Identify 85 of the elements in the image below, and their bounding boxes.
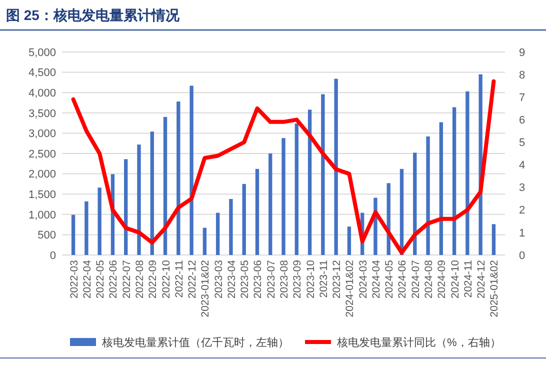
bar: [492, 224, 496, 255]
bar: [426, 136, 430, 255]
y-tick-label: 5,000: [28, 46, 56, 59]
legend-label: 核电发电量累计同比（%，右轴）: [336, 336, 501, 349]
y-tick-label: 2,500: [28, 148, 56, 160]
x-tick-label: 2024-03: [357, 260, 370, 299]
x-tick-label: 2023-05: [239, 260, 252, 299]
x-tick-label: 2024-06: [396, 260, 409, 299]
y-tick-label: 1,000: [28, 209, 56, 222]
y-tick-label: 1,500: [28, 188, 56, 201]
bar: [98, 188, 102, 255]
x-tick-label: 2022-03: [68, 260, 80, 299]
x-tick-label: 2022-07: [120, 260, 133, 299]
x-tick-label: 2023-04: [226, 260, 238, 299]
bar: [334, 78, 338, 255]
bar: [268, 154, 272, 255]
x-tick-label: 2023-09: [292, 260, 304, 299]
bar: [84, 201, 88, 255]
y-tick-label: 0: [50, 250, 56, 262]
bar: [255, 168, 260, 255]
x-tick-label: 2022-05: [94, 260, 107, 299]
bar: [439, 122, 443, 255]
y2-tick-label: 8: [519, 69, 526, 82]
y2-tick-label: 1: [519, 227, 526, 240]
y-tick-label: 500: [38, 230, 56, 242]
bar: [150, 132, 154, 255]
line-series: [71, 79, 496, 255]
bar: [163, 116, 168, 255]
y-tick-label: 2,000: [28, 168, 56, 181]
y2-tick-label: 9: [519, 46, 526, 59]
x-tick-label: 2024-05: [384, 260, 396, 299]
bar: [242, 184, 246, 255]
y-tick-label: 3,000: [28, 128, 56, 140]
bar: [452, 107, 456, 255]
x-tick-label: 2023-03: [212, 260, 225, 299]
x-tick-label: 2023-01&02: [200, 260, 212, 318]
y2-tick-label: 0: [519, 250, 526, 262]
x-tick-label: 2022-09: [147, 260, 160, 299]
x-tick-label: 2022-06: [108, 260, 120, 299]
x-tick-label: 2022-12: [186, 260, 199, 299]
bar: [137, 144, 141, 255]
bar: [229, 198, 233, 255]
bar: [176, 102, 180, 255]
y2-tick-label: 5: [519, 137, 526, 150]
chart-title: 图 25：核电发电量累计情况: [6, 7, 180, 23]
bar: [202, 228, 207, 255]
y2-tick-label: 6: [519, 114, 526, 127]
bar: [294, 123, 298, 255]
y-tick-label: 4,500: [28, 67, 56, 80]
bar: [413, 152, 417, 255]
y2-tick-label: 4: [519, 160, 526, 172]
y2-tick-label: 3: [519, 182, 526, 194]
x-tick-label: 2024-09: [436, 260, 448, 299]
x-tick-label: 2023-11: [318, 260, 330, 298]
bar: [190, 86, 194, 255]
bar: [124, 159, 128, 255]
bar: [216, 212, 220, 255]
y2-tick-label: 7: [519, 92, 526, 104]
x-tick-label: 2023-07: [265, 260, 278, 299]
x-tick-label: 2023-08: [278, 260, 290, 299]
x-tick-label: 2022-04: [81, 260, 94, 299]
x-tick-label: 2022-10: [160, 260, 172, 299]
x-tick-label: 2024-07: [410, 260, 422, 299]
y-tick-label: 3,500: [28, 108, 56, 120]
bar: [308, 110, 312, 255]
x-tick-label: 2022-08: [134, 260, 146, 299]
x-tick-label: 2024-04: [370, 260, 382, 299]
x-tick-label: 2024-08: [423, 260, 436, 299]
x-tick-label: 2024-01&02: [344, 260, 356, 318]
x-tick-label: 2023-12: [331, 260, 344, 299]
y-tick-label: 4,000: [28, 87, 56, 100]
bar: [466, 91, 470, 255]
bar: [71, 214, 76, 255]
bar: [347, 226, 352, 255]
x-tick-label: 2024-11: [462, 260, 474, 298]
x-tick-label: 2023-10: [304, 260, 317, 299]
x-tick-label: 2025-01&02: [488, 260, 501, 318]
x-tick-label: 2023-06: [252, 260, 264, 299]
x-tick-label: 2024-10: [449, 260, 462, 299]
bar: [321, 94, 325, 255]
x-tick-label: 2024-12: [476, 260, 488, 299]
legend-label: 核电发电量累计值（亿千瓦时，左轴）: [101, 336, 289, 349]
x-tick-label: 2022-11: [173, 260, 186, 298]
bar: [282, 138, 286, 255]
y2-tick-label: 2: [519, 204, 526, 217]
